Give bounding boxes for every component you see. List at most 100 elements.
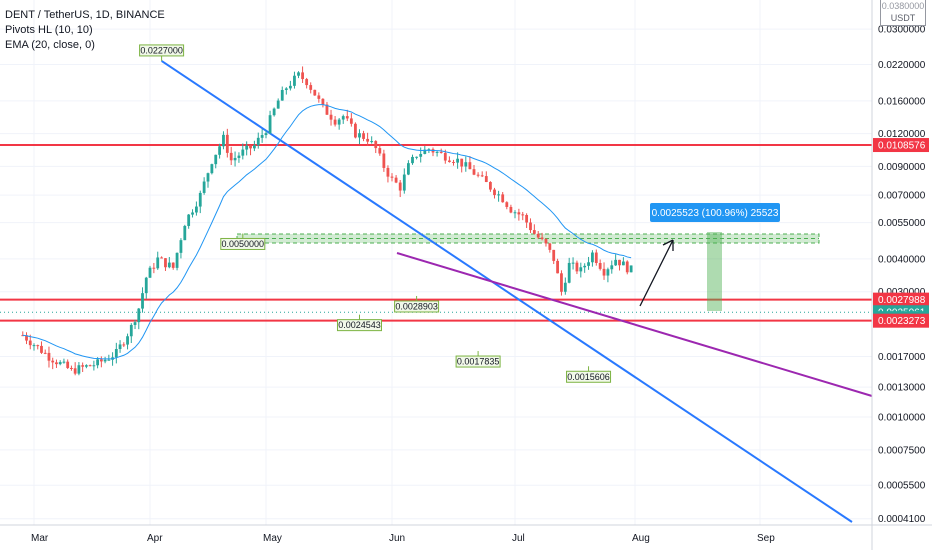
- candle-body: [218, 146, 221, 155]
- candle-body: [362, 133, 365, 139]
- candle-body: [548, 243, 552, 250]
- candle-body: [126, 336, 129, 345]
- price-tick-label: 0.0004100: [878, 514, 926, 525]
- candle-body: [237, 155, 241, 158]
- candle-body: [460, 158, 464, 167]
- candle-body: [284, 88, 288, 90]
- candle-body: [309, 85, 313, 90]
- candle-body: [202, 181, 206, 193]
- candle-body: [276, 100, 280, 109]
- candle-body: [456, 158, 459, 163]
- resistance-trendline: [396, 252, 873, 397]
- pivot-label-box: [566, 370, 612, 383]
- currency-unit-box[interactable]: 0.0380000 USDT: [880, 0, 926, 26]
- candle-body: [591, 252, 594, 263]
- candle-body: [552, 249, 556, 261]
- price-tick-label: 0.0120000: [878, 129, 926, 140]
- candle-body: [341, 116, 345, 120]
- downtrend-line: [161, 60, 853, 523]
- candle-body: [349, 118, 353, 124]
- candle-body: [272, 108, 276, 116]
- candle-body: [195, 206, 198, 213]
- time-tick-label: Aug: [632, 533, 650, 544]
- price-badge-text: 0.0108576: [878, 141, 926, 152]
- candle-body: [329, 114, 333, 120]
- candle-body: [415, 156, 418, 158]
- candle-body: [560, 273, 563, 292]
- candle-body: [598, 263, 602, 269]
- candle-body: [137, 308, 141, 323]
- candle-body: [28, 340, 32, 346]
- candle-body: [241, 149, 245, 156]
- candle-body: [513, 212, 517, 214]
- pivot-label-box: [220, 237, 266, 250]
- candle-body: [386, 167, 390, 177]
- candle-body: [58, 362, 62, 365]
- price-tick-label: 0.0300000: [878, 25, 926, 36]
- time-tick-label: Jun: [389, 533, 405, 544]
- candle-body: [293, 75, 296, 86]
- pivot-label-box: [139, 44, 185, 57]
- candle-body: [544, 238, 548, 244]
- candle-body: [103, 359, 107, 362]
- candle-body: [313, 89, 317, 96]
- candle-body: [333, 119, 337, 125]
- candle-body: [540, 237, 544, 239]
- price-badge-text: 0.0027988: [878, 295, 926, 306]
- candle-body: [152, 267, 156, 269]
- candle-body: [472, 169, 476, 175]
- time-tick-label: Mar: [31, 533, 49, 544]
- candle-body: [297, 72, 300, 76]
- candle-body: [366, 138, 370, 142]
- time-tick-label: May: [263, 533, 282, 544]
- price-badges: 0.01085760.00279880.002506102:240.002327…: [873, 138, 929, 328]
- candle-body: [96, 359, 100, 366]
- price-tick-label: 0.0070000: [878, 191, 926, 202]
- legend-symbol[interactable]: DENT / TetherUS, 1D, BINANCE: [5, 9, 165, 21]
- candle-body: [345, 116, 349, 119]
- candle-body: [167, 262, 171, 268]
- price-tick-label: 0.0055000: [878, 218, 926, 229]
- candle-body: [625, 261, 629, 273]
- price-tick-label: 0.0090000: [878, 162, 926, 173]
- candle-body: [62, 361, 66, 363]
- candle-body: [423, 149, 427, 154]
- candle-body: [256, 137, 260, 146]
- candle-body: [398, 182, 402, 191]
- candle-body: [107, 359, 111, 361]
- chart-grid: [0, 0, 872, 525]
- candle-body: [280, 89, 284, 101]
- time-tick-label: Apr: [147, 533, 163, 544]
- price-axis: 0.0300000 0.0220000 0.0160000 0.0120000 0.00…: [871, 0, 926, 550]
- candle-body: [587, 262, 590, 266]
- pivot-label-box: [455, 355, 501, 368]
- candle-body: [529, 222, 532, 231]
- candle-body: [443, 152, 447, 161]
- pivot-labels: 0.0227000 0.0050000 0.0024543 0.0028903 0.00…: [139, 44, 612, 383]
- candle-body: [171, 262, 175, 268]
- time-tick-label: Sep: [757, 533, 775, 544]
- chart-legend: DENT / TetherUS, 1D, BINANCE Pivots HL (…: [5, 8, 165, 53]
- candle-body: [206, 173, 210, 182]
- candle-body: [435, 151, 439, 153]
- legend-pivots-indicator[interactable]: Pivots HL (10, 10): [5, 24, 93, 36]
- candle-body: [118, 344, 122, 350]
- candle-body: [88, 365, 92, 367]
- candle-body: [77, 365, 81, 374]
- price-tick-label: 0.0007500: [878, 445, 926, 456]
- candle-body: [402, 174, 406, 191]
- candle-body: [419, 153, 423, 157]
- legend-ema-indicator[interactable]: EMA (20, close, 0): [5, 39, 95, 51]
- currency-label: USDT: [890, 13, 916, 23]
- pivot-label-text: 0.0227000: [140, 45, 183, 55]
- projection-tooltip-text: 0.0025523 (100.96%) 25523: [652, 208, 779, 219]
- candle-body: [84, 365, 88, 367]
- price-badge: [873, 292, 929, 307]
- price-tick-label: 0.0010000: [878, 413, 926, 424]
- price-tick-label: 0.0160000: [878, 96, 926, 107]
- candle-body: [288, 85, 292, 89]
- candle-body: [268, 115, 272, 134]
- candle-body: [175, 252, 179, 268]
- candlestick-series: [21, 66, 633, 376]
